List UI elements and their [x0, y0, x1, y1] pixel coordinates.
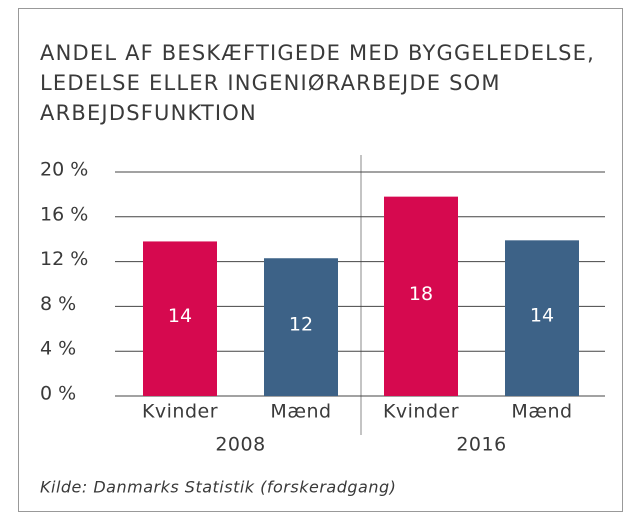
bar	[384, 196, 458, 396]
x-tick-label: Kvinder	[142, 401, 218, 423]
source: Kilde: Danmarks Statistik (forskeradgang…	[40, 478, 396, 497]
y-tick-label: 0 %	[40, 383, 76, 405]
value-label: 14	[168, 305, 192, 327]
chart-title: ARBEJDSFUNKTION	[40, 101, 257, 125]
bar	[505, 240, 579, 396]
x-tick-label: Mænd	[511, 401, 572, 423]
bar	[264, 258, 338, 396]
value-label: 18	[409, 283, 433, 305]
value-label: 12	[289, 314, 313, 336]
y-tick-label: 16 %	[40, 203, 88, 225]
chart-title: ANDEL AF BESKÆFTIGEDE MED BYGGELEDELSE,	[40, 41, 595, 65]
value-label: 14	[530, 305, 554, 327]
y-tick-label: 20 %	[40, 159, 88, 181]
x-tick-label: Mænd	[270, 401, 331, 423]
y-tick-label: 4 %	[40, 338, 76, 360]
x-tick-label: Kvinder	[383, 401, 459, 423]
chart-title: LEDELSE ELLER INGENIØRARBEJDE SOM	[40, 71, 501, 95]
y-tick-label: 8 %	[40, 293, 76, 315]
y-tick-label: 12 %	[40, 248, 88, 270]
bar	[143, 241, 217, 396]
group-label: 2016	[456, 434, 506, 456]
group-label: 2008	[215, 434, 265, 456]
